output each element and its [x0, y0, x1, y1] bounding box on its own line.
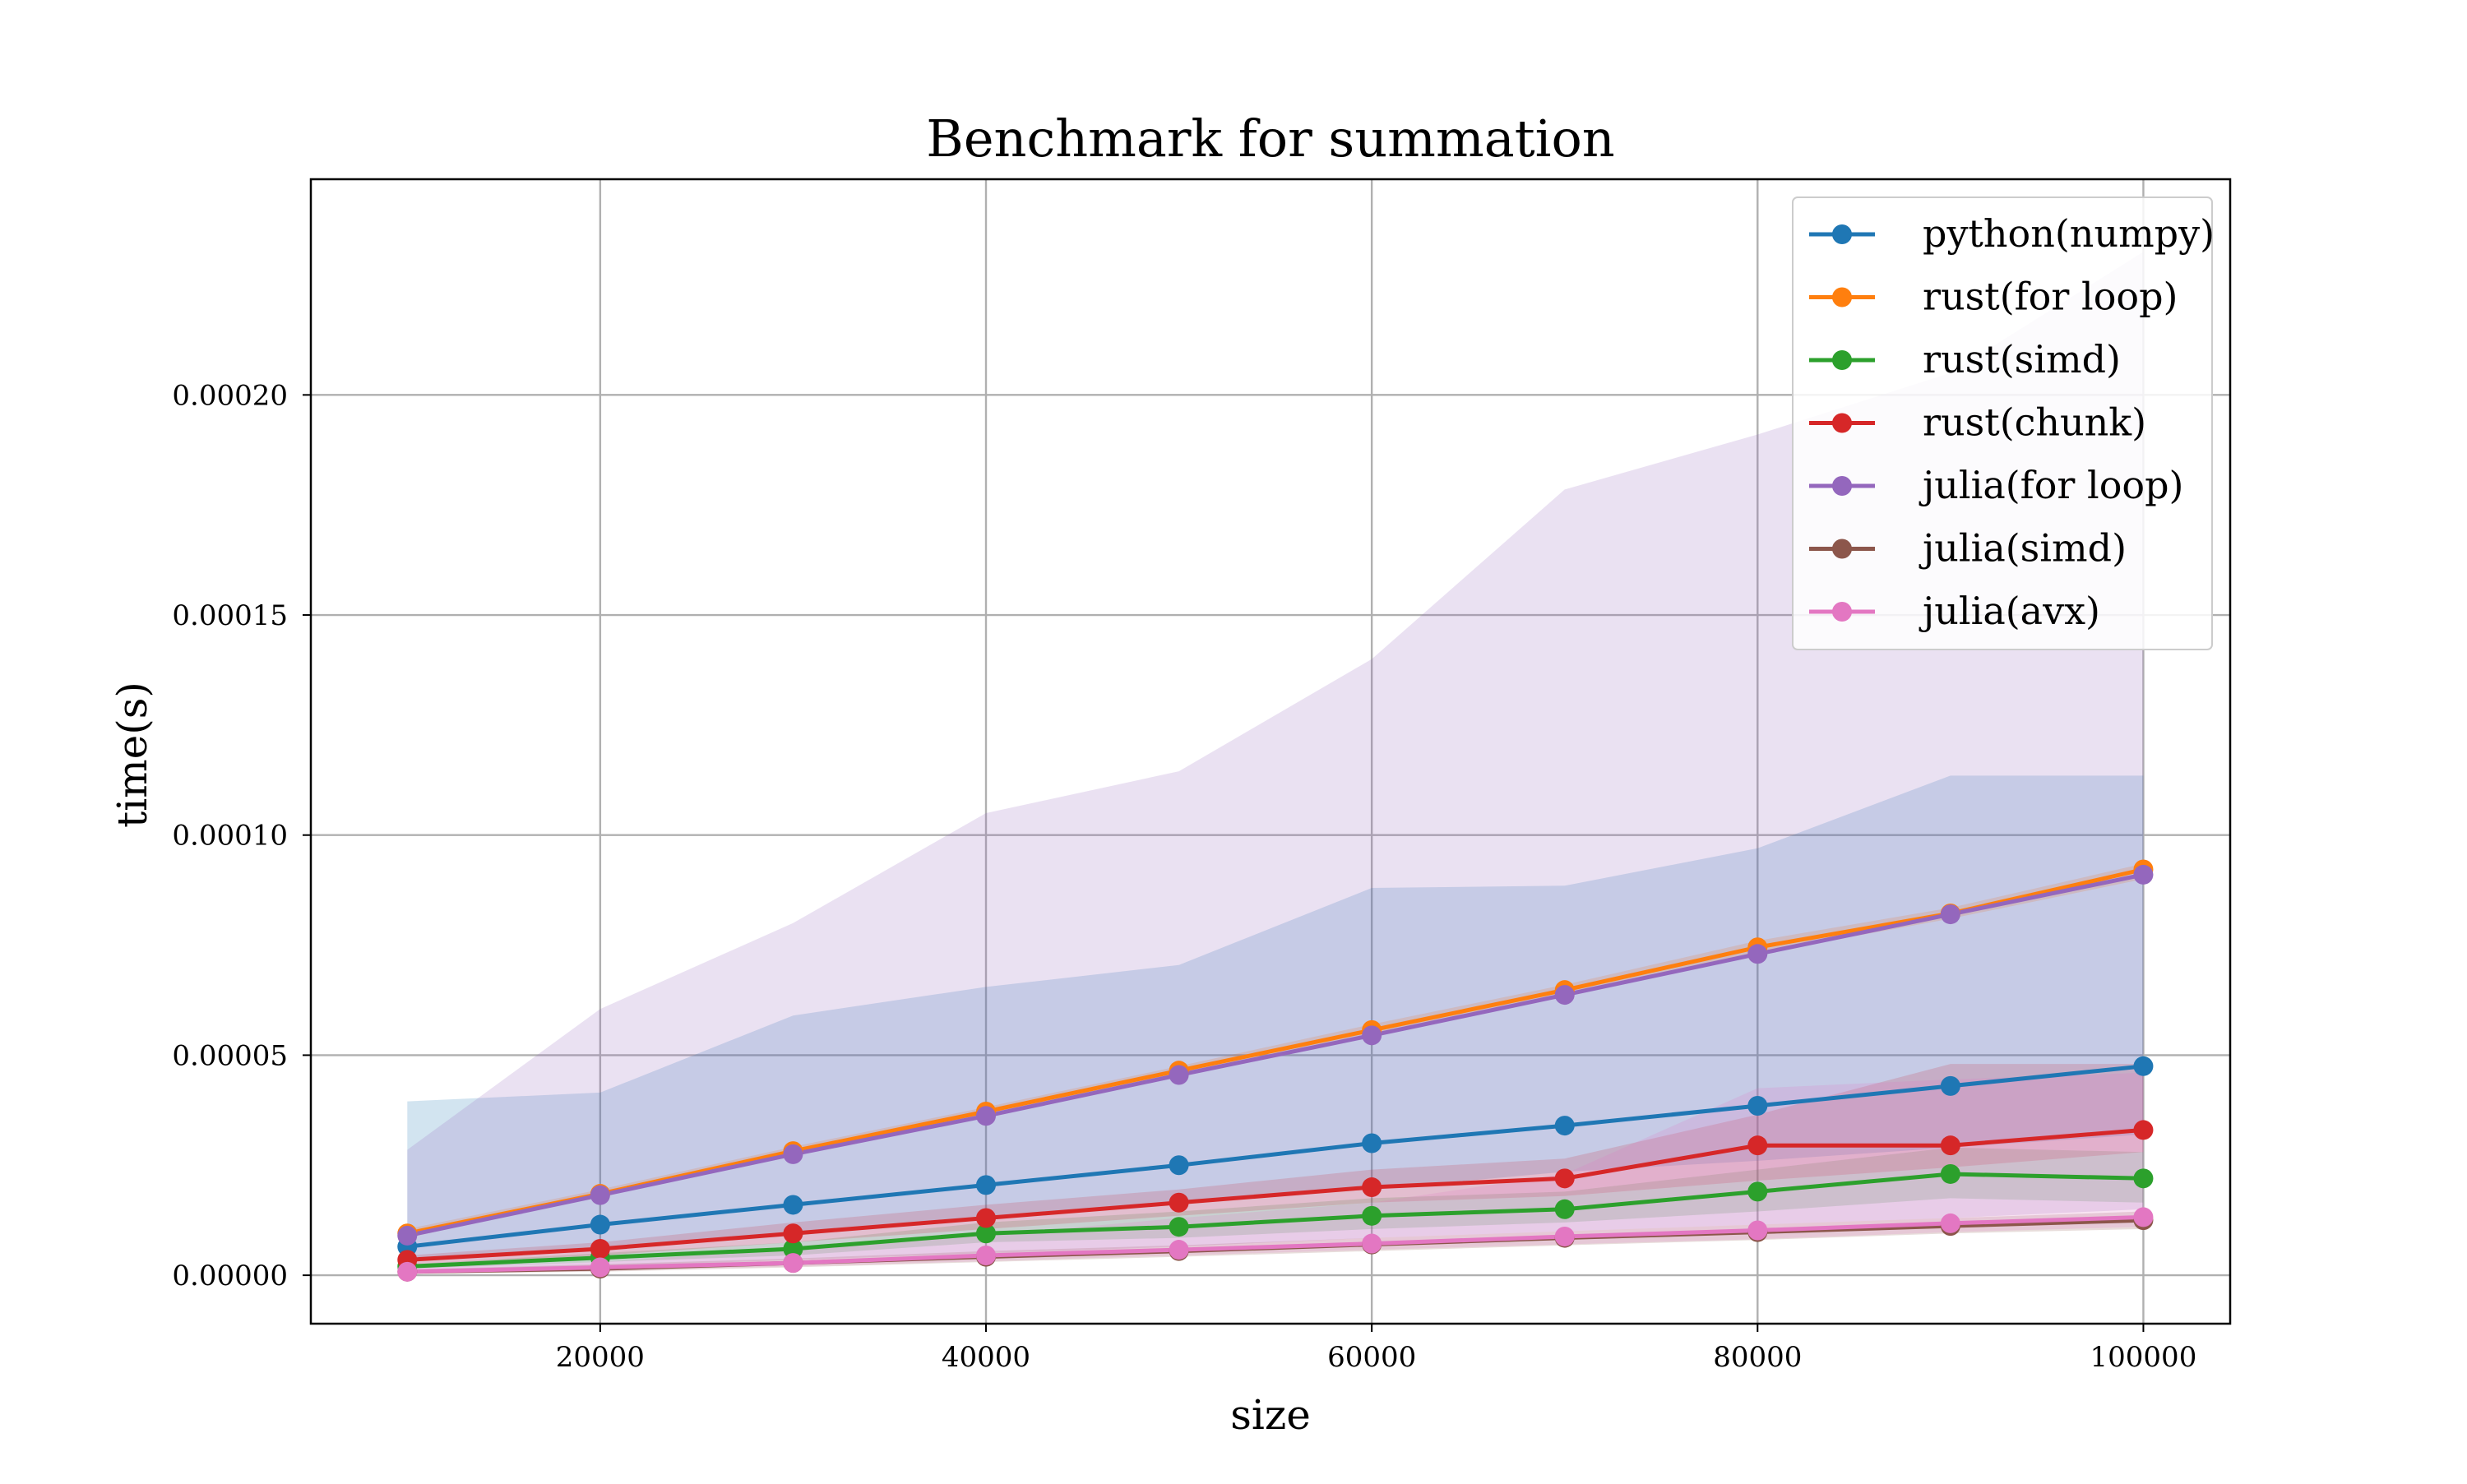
data-point	[2133, 1120, 2154, 1140]
data-point	[2133, 1056, 2154, 1076]
legend-label: julia(for loop)	[1919, 463, 2184, 507]
data-point	[1747, 1095, 1768, 1116]
chart-title: Benchmark for summation	[926, 109, 1614, 169]
series-line	[407, 1127, 2144, 1262]
legend-label: julia(simd)	[1919, 526, 2127, 571]
data-point	[783, 1195, 803, 1215]
legend-marker	[1832, 350, 1852, 370]
y-tick-label: 0.00000	[172, 1260, 288, 1292]
data-point	[976, 1223, 997, 1244]
data-point	[1940, 1075, 1960, 1096]
series-lines	[406, 867, 2144, 1274]
data-point	[976, 1175, 997, 1195]
data-point	[590, 1238, 610, 1259]
legend-marker	[1832, 413, 1852, 433]
data-point	[1362, 1205, 1382, 1226]
series-line	[406, 872, 2144, 1238]
data-point	[783, 1144, 803, 1164]
series-markers	[397, 859, 2154, 1282]
x-tick-label: 100000	[2090, 1341, 2197, 1374]
data-point	[1169, 1240, 1189, 1260]
series-band	[407, 1211, 2144, 1274]
series-band	[407, 1072, 2144, 1274]
series-band	[407, 1147, 2144, 1269]
data-point	[1169, 1065, 1189, 1085]
data-point	[1362, 1177, 1382, 1198]
data-point	[1747, 1135, 1768, 1156]
legend-label: python(numpy)	[1923, 211, 2215, 256]
data-point	[1362, 1133, 1382, 1153]
data-point	[1747, 1220, 1768, 1241]
data-point	[1554, 1168, 1575, 1189]
data-point	[1554, 1226, 1575, 1246]
data-point	[783, 1238, 803, 1259]
data-point	[976, 1106, 997, 1126]
x-tick-label: 60000	[1327, 1341, 1416, 1374]
y-tick-label: 0.00015	[172, 599, 288, 632]
data-point	[976, 1208, 997, 1228]
y-tick-label: 0.00005	[172, 1039, 288, 1072]
data-point	[1554, 1116, 1575, 1136]
data-point	[1362, 1025, 1382, 1046]
series-band	[407, 775, 2144, 1260]
y-tick-label: 0.00020	[172, 379, 288, 412]
data-point	[590, 1185, 610, 1205]
series-line	[406, 867, 2144, 1236]
legend: python(numpy) rust(for loop) rust(simd) rus…	[1792, 196, 2215, 650]
data-point	[1554, 1199, 1575, 1219]
y-tick-label: 0.00010	[172, 820, 288, 853]
data-point	[1169, 1155, 1189, 1176]
data-point	[397, 1225, 418, 1246]
data-point	[2133, 1168, 2154, 1189]
data-point	[590, 1257, 610, 1278]
data-point	[1747, 944, 1768, 964]
legend-label: rust(chunk)	[1923, 400, 2146, 445]
legend-label: julia(avx)	[1919, 589, 2100, 633]
series-line	[407, 1172, 2144, 1269]
legend-marker	[1832, 476, 1852, 496]
plot-frame	[309, 178, 2232, 1325]
data-point	[976, 1246, 997, 1266]
data-point	[2133, 864, 2154, 885]
data-point	[1747, 1181, 1768, 1202]
data-point	[2133, 1207, 2154, 1227]
series-line	[407, 1214, 2144, 1274]
x-axis-label: size	[1230, 1391, 1311, 1439]
x-tick-label: 80000	[1713, 1341, 1802, 1374]
data-point	[1362, 1233, 1382, 1254]
legend-marker	[1832, 539, 1852, 559]
legend-marker	[1832, 602, 1852, 622]
data-point	[590, 1214, 610, 1235]
data-point	[397, 1261, 418, 1282]
legend-box	[1792, 196, 2213, 650]
data-point	[1169, 1217, 1189, 1237]
data-point	[1169, 1192, 1189, 1213]
series-line	[407, 1064, 2144, 1249]
legend-label: rust(simd)	[1923, 337, 2121, 381]
axis-ticks: 20000 40000 60000 80000 100000 0.00000 0.00005…	[172, 379, 2196, 1374]
data-point	[783, 1223, 803, 1244]
x-tick-label: 40000	[942, 1341, 1030, 1374]
data-point	[1554, 985, 1575, 1006]
data-point	[1940, 1163, 1960, 1184]
legend-marker	[1832, 224, 1852, 244]
legend-marker	[1832, 287, 1852, 307]
data-point	[1940, 904, 1960, 925]
legend-label: rust(for loop)	[1923, 275, 2178, 319]
data-point	[783, 1253, 803, 1274]
data-point	[1940, 1213, 1960, 1233]
x-tick-label: 20000	[556, 1341, 645, 1374]
y-axis-label: time(s)	[109, 682, 156, 828]
data-point	[1940, 1135, 1960, 1156]
series-band	[407, 252, 2144, 1271]
